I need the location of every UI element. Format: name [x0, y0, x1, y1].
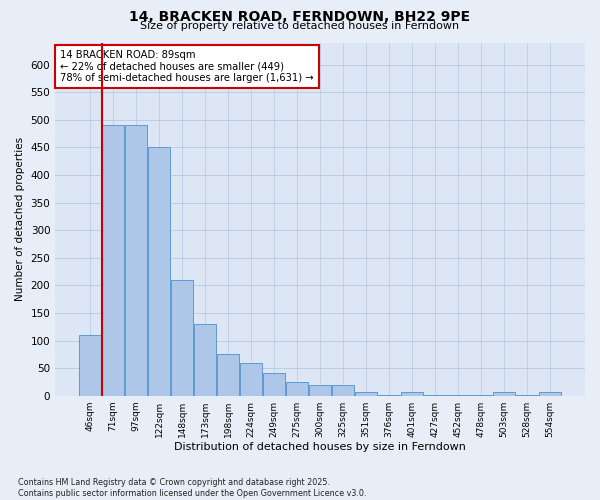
Bar — [102, 126, 124, 396]
Bar — [378, 394, 400, 396]
Bar — [424, 394, 446, 396]
Bar — [217, 354, 239, 396]
Text: 14, BRACKEN ROAD, FERNDOWN, BH22 9PE: 14, BRACKEN ROAD, FERNDOWN, BH22 9PE — [130, 10, 470, 24]
Bar — [286, 382, 308, 396]
Bar — [125, 126, 147, 396]
Bar — [263, 372, 285, 396]
Bar — [447, 394, 469, 396]
Text: Contains HM Land Registry data © Crown copyright and database right 2025.
Contai: Contains HM Land Registry data © Crown c… — [18, 478, 367, 498]
Bar — [493, 392, 515, 396]
Bar — [401, 392, 423, 396]
Text: Size of property relative to detached houses in Ferndown: Size of property relative to detached ho… — [140, 21, 460, 31]
Bar — [171, 280, 193, 396]
X-axis label: Distribution of detached houses by size in Ferndown: Distribution of detached houses by size … — [174, 442, 466, 452]
Bar — [194, 324, 216, 396]
Bar — [470, 394, 492, 396]
Bar — [539, 392, 561, 396]
Bar — [332, 384, 354, 396]
Bar — [240, 362, 262, 396]
Bar — [79, 335, 101, 396]
Bar — [355, 392, 377, 396]
Y-axis label: Number of detached properties: Number of detached properties — [15, 137, 25, 301]
Bar — [148, 148, 170, 396]
Bar — [516, 394, 538, 396]
Bar — [309, 384, 331, 396]
Text: 14 BRACKEN ROAD: 89sqm
← 22% of detached houses are smaller (449)
78% of semi-de: 14 BRACKEN ROAD: 89sqm ← 22% of detached… — [61, 50, 314, 83]
